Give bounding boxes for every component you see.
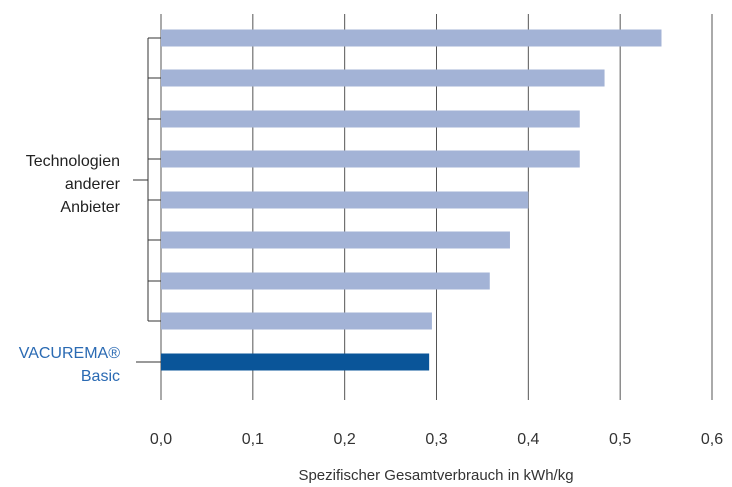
bar-other-technology <box>161 150 580 168</box>
x-tick-label: 0,6 <box>701 431 723 448</box>
highlight-label-line-2: Basic <box>81 368 120 385</box>
x-tick-labels: 0,0 0,1 0,2 0,3 0,4 0,5 0,6 <box>150 431 723 448</box>
x-tick-label: 0,1 <box>242 431 264 448</box>
bar-other-technology <box>161 272 490 290</box>
group-label-line-2: anderer <box>65 176 121 193</box>
highlight-label-line-1: VACUREMA® <box>19 345 120 362</box>
x-tick-label: 0,4 <box>517 431 539 448</box>
bar-other-technology <box>161 231 510 249</box>
bar-other-technology <box>161 312 432 330</box>
bar-other-technology <box>161 191 529 209</box>
bars <box>161 29 662 371</box>
x-tick-label: 0,3 <box>425 431 447 448</box>
group-label-line-3: Anbieter <box>60 199 120 216</box>
x-tick-label: 0,0 <box>150 431 172 448</box>
bar-vacurema-basic <box>161 353 430 371</box>
bar-other-technology <box>161 110 580 128</box>
group-bracket <box>133 37 161 363</box>
bar-other-technology <box>161 29 662 47</box>
x-tick-label: 0,2 <box>334 431 356 448</box>
group-label-line-1: Technologien <box>26 153 120 170</box>
x-axis-label: Spezifischer Gesamtverbrauch in kWh/kg <box>298 467 573 484</box>
bar-other-technology <box>161 69 605 87</box>
x-tick-label: 0,5 <box>609 431 631 448</box>
